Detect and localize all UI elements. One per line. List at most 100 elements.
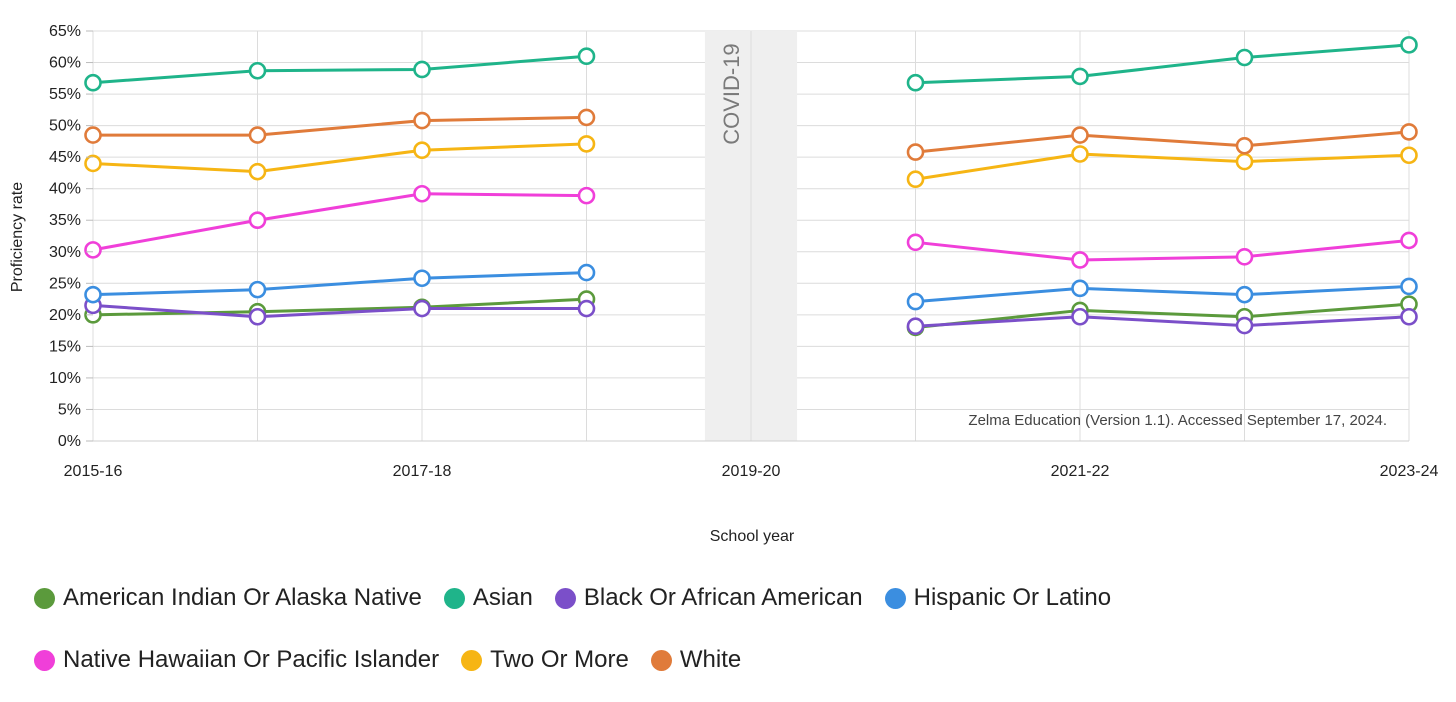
series-line — [92, 297, 587, 317]
data-point — [1071, 307, 1089, 326]
legend-label: Asian — [472, 584, 533, 611]
y-tick-label: 15% — [49, 338, 81, 355]
data-point — [248, 280, 267, 299]
series-line — [915, 238, 1410, 262]
legend-item-two-or-more[interactable]: Two Or More — [461, 646, 629, 674]
x-tick-label: 2021-22 — [1051, 463, 1110, 480]
legend-label: American Indian Or Alaska Native — [63, 584, 422, 611]
legend-swatch-black — [554, 587, 576, 609]
series-line — [92, 54, 587, 85]
series-line — [915, 284, 1410, 304]
legend-label: Black Or African American — [583, 584, 863, 611]
legend-label: Native Hawaiian Or Pacific Islander — [63, 646, 440, 673]
series-1 — [84, 36, 1418, 92]
y-tick-label: 45% — [49, 149, 81, 166]
data-point — [1235, 316, 1254, 335]
y-axis-label: Proficiency rate — [9, 182, 26, 292]
data-point — [1071, 251, 1089, 269]
legend-item-hispanic[interactable]: Hispanic Or Latino — [884, 584, 1112, 612]
chart-series — [84, 36, 1418, 337]
data-point — [1235, 248, 1254, 266]
series-line — [92, 303, 587, 319]
legend-label: Two Or More — [490, 646, 629, 673]
data-point — [413, 60, 431, 79]
x-tick-label: 2023-24 — [1380, 463, 1439, 480]
legend-row: Native Hawaiian Or Pacific Islander Two … — [34, 640, 1434, 680]
legend-swatch-american-indian — [34, 587, 55, 609]
y-tick-label: 0% — [58, 433, 81, 450]
chart-legend: American Indian Or Alaska Native Asian B… — [34, 578, 1434, 702]
data-point — [413, 184, 431, 203]
y-tick-label: 30% — [49, 244, 81, 261]
data-point — [577, 263, 596, 282]
series-6 — [84, 108, 1418, 161]
legend-item-american-indian[interactable]: American Indian Or Alaska Native — [34, 584, 422, 612]
data-point — [1400, 123, 1418, 141]
data-point — [248, 61, 267, 80]
data-point — [248, 162, 267, 181]
legend-item-asian[interactable]: Asian — [443, 584, 533, 612]
data-point — [1400, 36, 1418, 54]
series-line — [915, 130, 1410, 154]
data-point — [1400, 231, 1418, 250]
series-line — [915, 43, 1410, 85]
data-point — [577, 186, 596, 205]
y-tick-label: 5% — [58, 401, 81, 418]
data-point — [1071, 67, 1089, 86]
data-point — [413, 111, 431, 130]
data-point — [84, 73, 102, 92]
y-tick-label: 35% — [49, 212, 81, 229]
data-point — [1071, 126, 1089, 144]
legend-item-black[interactable]: Black Or African American — [554, 584, 863, 612]
covid-band: COVID-19 — [704, 31, 798, 441]
series-line — [92, 142, 587, 174]
legend-item-white[interactable]: White — [650, 646, 742, 674]
data-point — [248, 126, 267, 144]
series-line — [92, 271, 587, 297]
data-point — [84, 241, 102, 259]
data-point — [906, 317, 925, 336]
series-4 — [84, 184, 1418, 269]
data-point — [413, 141, 431, 160]
y-tick-label: 50% — [49, 118, 81, 135]
data-point — [248, 211, 267, 230]
data-point — [84, 285, 102, 304]
data-point — [84, 154, 102, 173]
data-point — [248, 307, 267, 326]
series-line — [915, 302, 1410, 329]
data-point — [906, 143, 925, 161]
x-axis-label: School year — [710, 528, 795, 545]
legend-label: White — [679, 646, 742, 673]
data-point — [1235, 48, 1254, 67]
chart-axes: 0% 5% 10% 15% 20% 25% 30% 35% 40% 45% 50% 55% 60% 65%… — [49, 23, 1438, 480]
data-point — [1400, 277, 1418, 296]
data-point — [413, 269, 431, 288]
series-5 — [84, 135, 1418, 189]
legend-swatch-two-or-more — [461, 649, 483, 671]
data-point — [1235, 137, 1254, 155]
series-line — [92, 192, 587, 252]
source-note: Zelma Education (Version 1.1). Accessed … — [968, 412, 1387, 429]
data-point — [577, 47, 596, 66]
data-point — [1400, 146, 1418, 165]
legend-swatch-white — [650, 649, 672, 671]
data-point — [906, 233, 925, 252]
data-point — [1235, 152, 1254, 171]
data-point — [906, 292, 925, 311]
data-point — [577, 135, 596, 153]
legend-item-native-hawaiian[interactable]: Native Hawaiian Or Pacific Islander — [34, 646, 439, 674]
data-point — [413, 299, 431, 318]
series-line — [93, 115, 587, 137]
data-point — [906, 170, 925, 189]
data-point — [1071, 279, 1089, 298]
data-point — [1235, 285, 1254, 304]
proficiency-line-chart: COVID-19 0% 5% 10% 15% 20% 25% 30% 35% 40% 45% 50%… — [9, 23, 1438, 545]
legend-swatch-asian — [443, 587, 465, 609]
legend-swatch-hispanic — [884, 587, 906, 609]
y-tick-label: 20% — [49, 307, 81, 324]
x-tick-label: 2019-20 — [722, 463, 781, 480]
series-line — [915, 315, 1410, 328]
y-tick-label: 25% — [49, 275, 81, 292]
y-tick-label: 10% — [49, 370, 81, 387]
legend-label: Hispanic Or Latino — [913, 584, 1112, 611]
